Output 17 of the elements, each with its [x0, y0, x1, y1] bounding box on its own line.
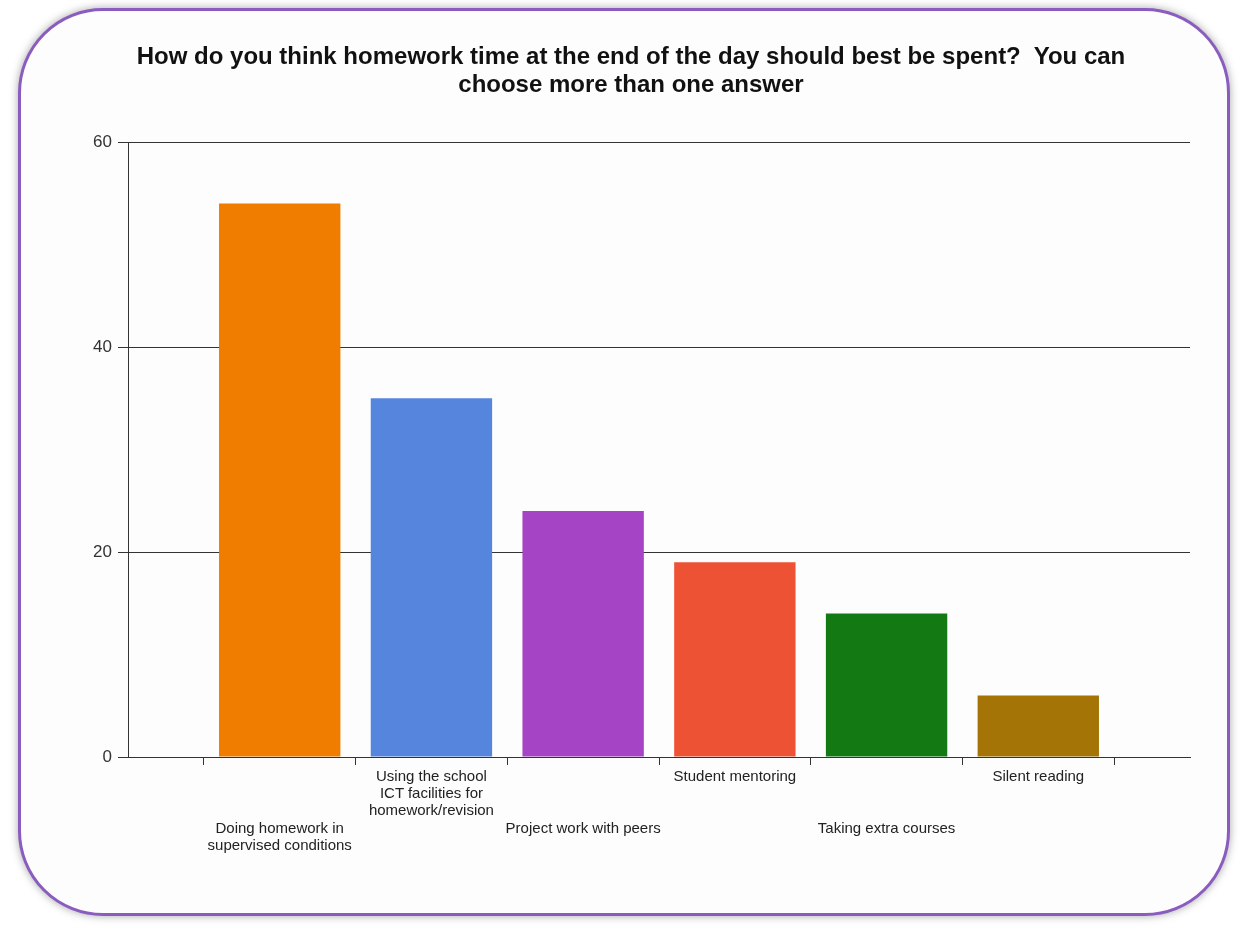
bar — [977, 695, 1099, 757]
y-tick-label: 0 — [102, 746, 112, 766]
x-tick-label: Taking extra courses — [817, 818, 956, 836]
bar — [522, 511, 644, 757]
y-tick-label: 60 — [93, 131, 112, 151]
chart-title: How do you think homework time at the end of the day should best be spent? You can choose more than one answer — [135, 42, 1127, 98]
x-tick-label: Project work with peers — [505, 818, 661, 836]
x-tick-label: Using the school ICT facilities for homework/revision — [368, 766, 494, 819]
bar — [219, 203, 341, 757]
x-tick-label: Silent reading — [992, 766, 1085, 784]
bar — [370, 398, 493, 757]
x-tick-label: Doing homework in supervised conditions — [207, 818, 352, 853]
y-tick-label: 20 — [93, 541, 112, 561]
bar — [825, 613, 948, 757]
y-tick-label: 40 — [93, 336, 112, 356]
bar — [674, 562, 796, 757]
x-tick-label: Student mentoring — [673, 766, 797, 784]
